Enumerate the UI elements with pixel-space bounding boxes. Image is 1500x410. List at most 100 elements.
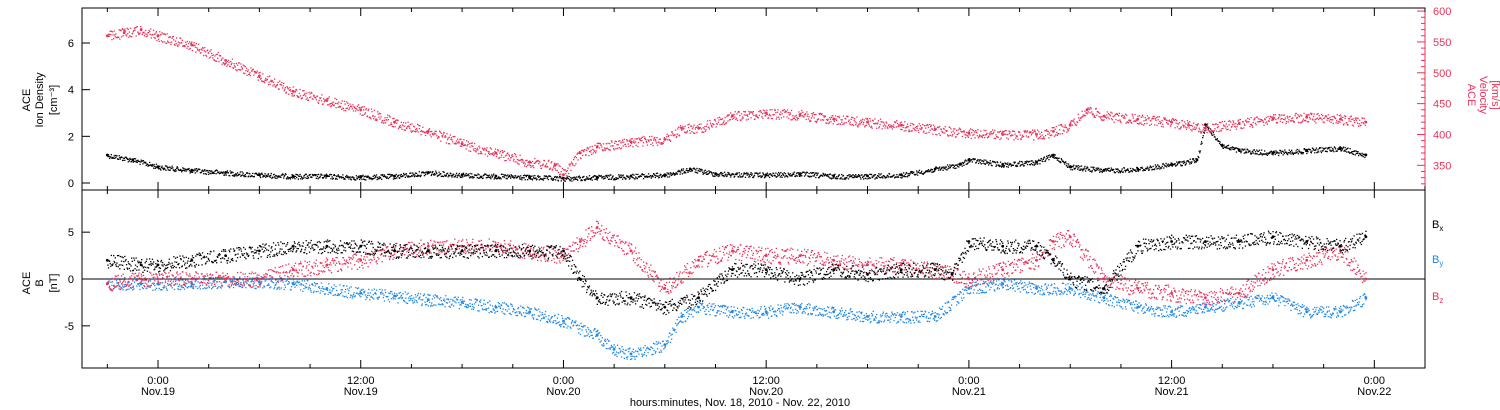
velocity-trace-dot — [1348, 120, 1350, 122]
velocity-trace-dot — [1233, 121, 1235, 123]
density-trace-dot — [426, 171, 428, 173]
velocity-trace-dot — [435, 130, 437, 133]
velocity-trace-dot — [561, 176, 563, 178]
density-trace-dot — [1239, 148, 1241, 150]
velocity-trace-dot — [511, 154, 513, 156]
density-trace-dot — [523, 177, 525, 179]
velocity-trace-dot — [1195, 124, 1197, 126]
velocity-trace-dot — [370, 118, 372, 120]
density-trace-dot — [991, 165, 993, 167]
by-trace-dot — [323, 288, 325, 290]
density-trace-dot — [1278, 154, 1280, 157]
velocity-trace-dot — [140, 26, 142, 28]
velocity-trace-dot — [185, 41, 187, 43]
density-trace-dot — [1056, 157, 1058, 159]
density-trace-dot — [1212, 131, 1214, 134]
density-trace-dot — [575, 176, 578, 178]
velocity-trace-dot — [800, 112, 802, 114]
density-trace-dot — [805, 174, 807, 176]
by-trace-dot — [300, 282, 302, 285]
velocity-trace-dot — [1221, 121, 1223, 123]
velocity-trace-dot — [548, 159, 550, 161]
velocity-trace-dot — [441, 135, 443, 137]
by-trace-dot — [143, 284, 145, 287]
velocity-trace-dot — [1204, 125, 1207, 128]
velocity-trace-dot — [785, 111, 788, 113]
by-trace-dot — [189, 278, 191, 280]
velocity-trace-dot — [1300, 114, 1302, 116]
by-trace-dot — [141, 287, 143, 289]
density-trace-dot — [560, 177, 562, 179]
velocity-trace-dot — [770, 117, 772, 120]
density-trace-dot — [957, 165, 959, 168]
density-trace-dot — [1002, 165, 1004, 167]
velocity-trace-dot — [1151, 117, 1154, 119]
velocity-trace-dot — [882, 125, 884, 127]
density-trace-dot — [1076, 166, 1078, 168]
density-trace-dot — [822, 172, 824, 175]
velocity-trace-dot — [1193, 122, 1195, 124]
density-trace-dot — [826, 175, 828, 177]
velocity-trace-dot — [870, 126, 872, 128]
density-trace-dot — [150, 164, 152, 166]
velocity-trace-dot — [715, 126, 717, 128]
velocity-trace-dot — [1012, 130, 1015, 132]
density-trace-dot — [614, 178, 616, 181]
by-trace-dot — [288, 281, 290, 283]
velocity-trace-dot — [707, 120, 709, 122]
by-trace-dot — [306, 286, 308, 288]
density-trace-dot — [116, 155, 118, 157]
by-trace-dot — [114, 278, 116, 280]
density-trace-dot — [401, 176, 403, 178]
density-trace-dot — [486, 176, 489, 179]
density-trace-dot — [1173, 163, 1176, 166]
density-trace-dot — [651, 175, 654, 177]
density-trace-dot — [910, 172, 913, 174]
density-trace-dot — [1193, 158, 1195, 160]
density-trace-dot — [971, 161, 973, 163]
velocity-trace-dot — [533, 167, 535, 169]
density-trace-dot — [760, 175, 762, 177]
velocity-trace-dot — [1354, 117, 1356, 119]
density-point — [291, 174, 295, 178]
density-trace-dot — [175, 170, 177, 172]
density-trace-dot — [239, 173, 241, 175]
velocity-trace-dot — [293, 95, 295, 97]
velocity-trace-dot — [1202, 124, 1204, 126]
density-trace-dot — [191, 171, 194, 173]
velocity-trace-dot — [470, 142, 472, 144]
velocity-trace-dot — [244, 72, 246, 75]
velocity-trace-dot — [128, 36, 130, 38]
velocity-trace-dot — [472, 145, 474, 147]
velocity-trace-dot — [1333, 116, 1336, 118]
velocity-trace-dot — [929, 129, 931, 131]
density-trace-dot — [633, 174, 635, 176]
velocity-trace-dot — [552, 168, 554, 170]
by-trace-dot — [341, 291, 343, 293]
density-trace-dot — [787, 172, 789, 174]
velocity-trace-dot — [551, 169, 553, 171]
velocity-trace-dot — [1144, 123, 1146, 125]
velocity-trace-dot — [1229, 120, 1231, 122]
velocity-trace-dot — [811, 115, 814, 117]
velocity-trace-dot — [865, 124, 868, 126]
velocity-trace-dot — [665, 136, 668, 138]
density-trace-dot — [533, 177, 535, 180]
density-trace-dot — [386, 176, 388, 178]
density-trace-dot — [177, 167, 179, 169]
by-trace-dot — [146, 287, 148, 289]
velocity-trace-dot — [618, 140, 620, 142]
velocity-trace-dot — [466, 140, 468, 142]
density-trace-dot — [565, 178, 567, 180]
density-trace-dot — [500, 178, 502, 180]
velocity-trace-dot — [1206, 125, 1208, 127]
density-trace-dot — [1179, 161, 1181, 163]
velocity-trace-dot — [388, 115, 391, 117]
velocity-trace-dot — [920, 128, 922, 130]
density-trace-dot — [895, 176, 897, 178]
density-trace-dot — [204, 173, 207, 175]
velocity-trace-dot — [963, 130, 965, 132]
density-trace-dot — [167, 169, 169, 171]
velocity-trace-dot — [639, 138, 641, 140]
velocity-trace-dot — [885, 125, 887, 127]
